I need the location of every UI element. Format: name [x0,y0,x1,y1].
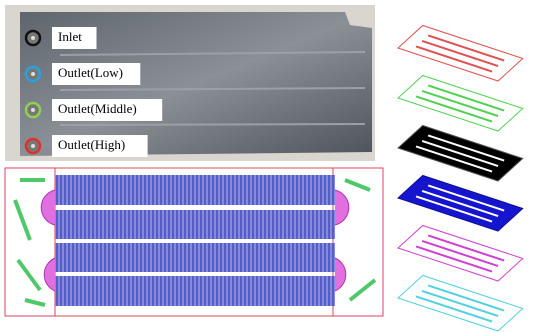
port-dot [31,108,35,112]
port-dot [31,144,35,148]
port-label: Outlet(Low) [58,65,123,80]
port-label: Outlet(High) [58,137,125,152]
layout-diagram [5,168,383,316]
port-label: Inlet [58,29,82,44]
port-dot [31,36,35,40]
port-label: Outlet(Middle) [58,101,137,116]
layer-stack [398,26,523,332]
figure: Inlet Outlet(Low) Outlet(Middle) Outlet(Hig… [0,0,533,332]
port-dot [31,72,35,76]
